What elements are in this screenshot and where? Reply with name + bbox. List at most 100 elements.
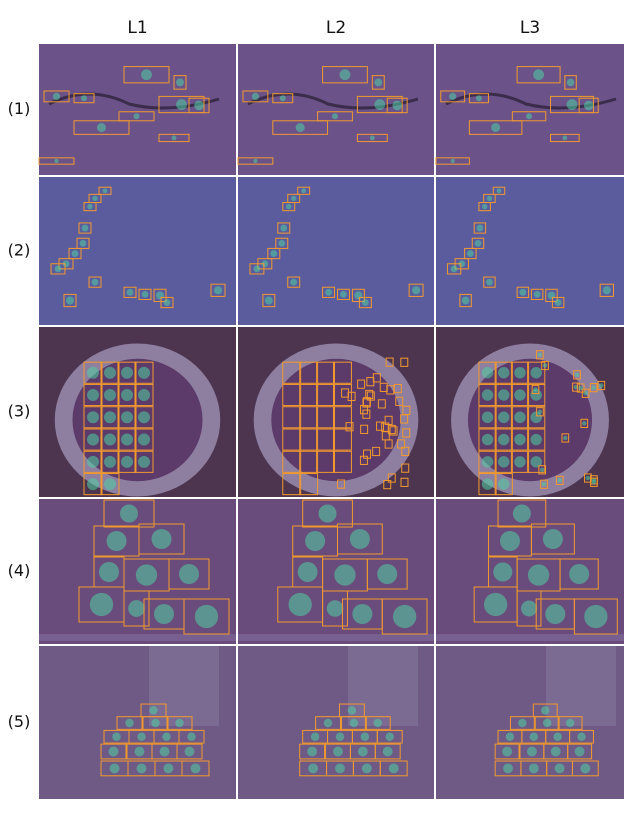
heat-spot xyxy=(591,385,595,389)
heat-spot xyxy=(582,421,586,425)
image-cell xyxy=(436,499,624,644)
heat-spot xyxy=(350,529,370,549)
heat-spot xyxy=(482,434,493,445)
heat-spot xyxy=(540,468,544,472)
heat-spot xyxy=(449,93,456,100)
heat-spot xyxy=(503,763,513,773)
heat-spot xyxy=(543,363,547,367)
heat-spot xyxy=(354,291,362,299)
image-background xyxy=(436,44,624,175)
heat-spot xyxy=(482,204,487,209)
heat-spot xyxy=(530,367,541,378)
image-cell xyxy=(238,44,434,175)
image-cell xyxy=(436,646,624,799)
heat-spot xyxy=(278,240,285,247)
heat-spot xyxy=(530,434,541,445)
heat-spot xyxy=(175,719,183,727)
heat-spot xyxy=(298,562,318,582)
heat-spot xyxy=(252,93,259,100)
heat-spot xyxy=(54,159,58,163)
heat-spot xyxy=(519,289,526,296)
heat-spot xyxy=(533,69,544,80)
heat-spot xyxy=(112,733,120,741)
watermark-bar xyxy=(436,634,624,641)
heat-spot xyxy=(138,389,150,401)
heat-spot xyxy=(305,531,325,551)
heat-spot xyxy=(104,478,116,490)
row-label: (2) xyxy=(8,241,31,260)
image-cell xyxy=(39,177,236,325)
heat-spot xyxy=(104,367,116,379)
heat-spot xyxy=(280,95,286,101)
heat-spot xyxy=(586,476,590,480)
heat-spot xyxy=(340,69,351,80)
heat-spot xyxy=(451,265,458,272)
heat-spot xyxy=(484,593,507,616)
heat-spot xyxy=(179,564,199,584)
column-header: L1 xyxy=(127,18,147,38)
heat-spot xyxy=(521,601,537,617)
heat-spot xyxy=(87,478,99,490)
heat-spot xyxy=(350,719,358,727)
heat-spot xyxy=(120,505,138,523)
heat-spot xyxy=(482,367,493,378)
image-cell xyxy=(436,44,624,175)
heat-spot xyxy=(191,763,201,773)
page: L1L2L3(1)(2)(3)(4)(5) (() => { const dat… xyxy=(0,0,625,825)
wall xyxy=(149,646,219,726)
heat-spot xyxy=(541,706,549,714)
heat-spot xyxy=(533,387,537,391)
row-label: (1) xyxy=(8,99,31,118)
heat-spot xyxy=(289,593,312,616)
heat-spot xyxy=(72,250,79,257)
heat-spot xyxy=(502,747,512,757)
heat-spot xyxy=(176,78,184,86)
heat-spot xyxy=(81,95,87,101)
heat-spot xyxy=(97,123,106,132)
heat-spot xyxy=(103,188,108,193)
heat-spot xyxy=(333,747,343,757)
heat-spot xyxy=(393,605,416,628)
heat-spot xyxy=(514,367,525,378)
heat-spot xyxy=(362,299,369,306)
heat-spot xyxy=(87,411,99,423)
heat-spot xyxy=(566,719,574,727)
heat-spot xyxy=(482,412,493,423)
heat-spot xyxy=(127,289,134,296)
image-cell xyxy=(238,646,434,799)
heat-spot xyxy=(92,196,97,201)
heat-spot xyxy=(138,411,150,423)
heat-spot xyxy=(87,204,92,209)
heat-spot xyxy=(575,373,579,377)
heat-spot xyxy=(121,456,133,468)
heat-spot xyxy=(311,733,319,741)
heat-spot xyxy=(160,747,170,757)
heat-spot xyxy=(121,389,133,401)
heat-spot xyxy=(548,292,556,300)
heat-spot xyxy=(599,383,603,387)
heat-spot xyxy=(308,763,318,773)
heat-spot xyxy=(538,410,542,414)
heat-spot xyxy=(377,564,397,584)
image-cell xyxy=(39,44,236,175)
heat-spot xyxy=(125,719,133,727)
heat-spot xyxy=(254,265,261,272)
heat-spot xyxy=(290,279,297,286)
heat-spot xyxy=(336,733,344,741)
heat-spot xyxy=(482,456,493,467)
heat-spot xyxy=(82,225,89,232)
heat-spot xyxy=(87,389,99,401)
heat-spot xyxy=(569,564,589,584)
heat-spot xyxy=(121,434,133,446)
heat-spot xyxy=(538,353,542,357)
heat-spot xyxy=(498,367,509,378)
heat-spot xyxy=(493,562,512,581)
heat-spot xyxy=(491,123,500,132)
heat-spot xyxy=(575,747,585,757)
heat-spot xyxy=(138,456,150,468)
heat-spot xyxy=(580,763,590,773)
heat-spot xyxy=(451,159,455,163)
heat-spot xyxy=(164,299,171,306)
heat-spot xyxy=(152,529,172,549)
row-label: (3) xyxy=(8,402,31,421)
